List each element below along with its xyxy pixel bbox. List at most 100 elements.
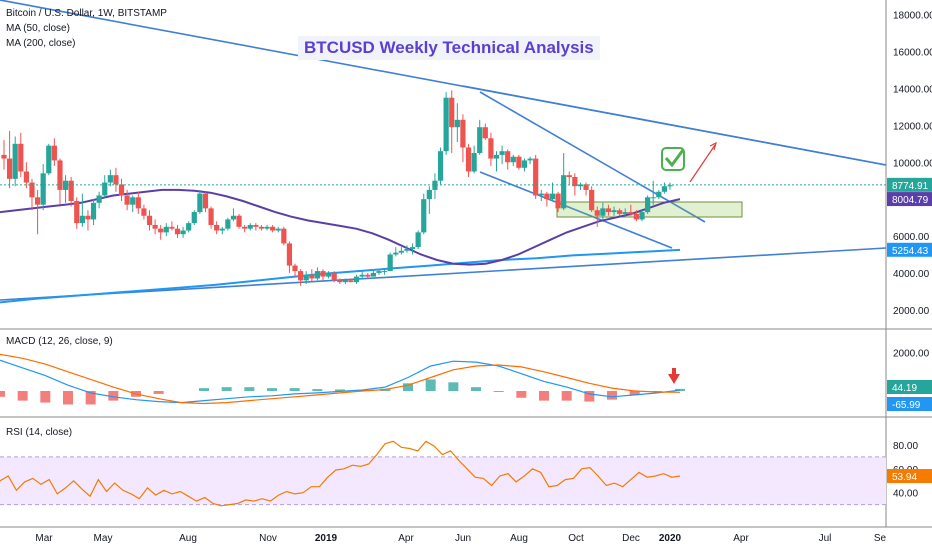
macd-histogram-bar	[153, 391, 164, 394]
check-icon	[661, 147, 685, 171]
candle-body	[393, 252, 399, 255]
candle-body	[353, 276, 360, 283]
candle-body	[331, 272, 337, 281]
macd-histogram-bar	[289, 388, 300, 391]
ma200-line	[0, 248, 681, 304]
candle-body	[549, 193, 556, 200]
candle-body	[85, 215, 91, 220]
candle-body	[281, 228, 287, 244]
candle-body	[169, 226, 175, 229]
price-tick-label: 18000.00	[893, 11, 932, 22]
macd-histogram-bar	[312, 389, 323, 391]
price-tag	[887, 192, 932, 207]
candle-body	[583, 184, 589, 190]
candle-body	[628, 212, 634, 214]
candle-body	[594, 210, 600, 216]
trendline	[479, 91, 706, 223]
macd-histogram-bar	[607, 391, 617, 400]
candle-body	[505, 151, 511, 163]
macd-histogram-bar	[244, 387, 255, 391]
time-tick-label: Jun	[455, 533, 471, 544]
time-tick-label: 2020	[659, 533, 682, 544]
candle-body	[124, 195, 130, 205]
candle-body	[34, 197, 41, 205]
candle-body	[107, 175, 113, 183]
candle-body	[118, 184, 125, 196]
macd-value-tag	[887, 397, 932, 411]
price-tick-label: 6000.00	[893, 232, 930, 243]
candle-body	[163, 226, 169, 233]
time-tick-label: 2019	[315, 533, 338, 544]
candle-body	[292, 265, 298, 272]
macd-histogram-bar	[199, 388, 209, 391]
candle-body	[314, 271, 321, 279]
candle-body	[68, 180, 74, 201]
check-icon-mark	[664, 149, 685, 168]
macd-histogram-bar	[561, 391, 572, 401]
candle-body	[426, 189, 432, 200]
candle-body	[298, 271, 304, 281]
candle-body	[79, 215, 85, 224]
candle-body	[12, 143, 18, 179]
candle-body	[404, 248, 410, 251]
time-tick-label: Aug	[510, 533, 528, 544]
macd-histogram-bar	[40, 391, 51, 403]
candle-body	[113, 175, 119, 185]
macd-tick-label: 2000.00	[893, 349, 930, 360]
candle-body	[29, 182, 35, 198]
time-tick-label: Oct	[568, 533, 584, 544]
macd-histogram-bar	[335, 389, 345, 391]
candle-body	[482, 127, 488, 139]
trendline	[0, 247, 887, 301]
candle-body	[600, 208, 606, 216]
rsi-line	[0, 440, 681, 507]
macd-histogram-bar	[63, 391, 73, 405]
candle-body	[510, 156, 516, 163]
price-tag	[887, 177, 932, 192]
candle-body	[667, 185, 673, 187]
price-tick-label: 12000.00	[893, 121, 932, 132]
candle-body	[202, 193, 209, 209]
candle-body	[516, 156, 522, 168]
candle-body	[617, 210, 623, 214]
candle-body	[135, 197, 141, 209]
candle-body	[359, 274, 365, 277]
time-tick-label: Aug	[179, 533, 197, 544]
candle-body	[146, 215, 153, 225]
candle-body	[141, 208, 147, 216]
candle-body	[130, 197, 136, 205]
candle-body	[264, 226, 270, 229]
candle-body	[96, 195, 102, 203]
price-tick-label: 2000.00	[893, 306, 930, 317]
arrow-down-icon	[668, 368, 680, 384]
candle-body	[90, 202, 97, 220]
chart-legend: Bitcoin / U.S. Dollar, 1W, BITSTAMP MA (…	[6, 6, 167, 51]
macd-histogram-bar	[539, 391, 549, 401]
macd-histogram-bar	[221, 387, 232, 391]
candle-body	[555, 193, 561, 209]
candle-body	[432, 180, 438, 190]
macd-histogram-bar	[0, 391, 5, 397]
candle-body	[415, 232, 421, 248]
ma50-line	[0, 188, 681, 266]
candle-body	[180, 230, 186, 235]
macd-value-label: 44.19	[892, 383, 917, 394]
macd-histogram-bar	[448, 382, 459, 391]
candle-body	[303, 274, 309, 281]
price-tick-label: 10000.00	[893, 158, 932, 169]
trendline	[462, 85, 887, 166]
candle-body	[398, 250, 404, 253]
price-tag	[887, 242, 932, 257]
candle-body	[661, 186, 668, 192]
candle-body	[639, 212, 645, 220]
price-tag-label: 8774.91	[892, 181, 929, 192]
candle-body	[152, 224, 158, 229]
candle-body	[230, 215, 237, 220]
candle-body	[258, 226, 265, 229]
candle-body	[365, 274, 371, 277]
candle-body	[158, 228, 164, 233]
candle-body	[443, 97, 449, 152]
rsi-band	[0, 456, 886, 505]
time-tick-label: Mar	[35, 533, 53, 544]
